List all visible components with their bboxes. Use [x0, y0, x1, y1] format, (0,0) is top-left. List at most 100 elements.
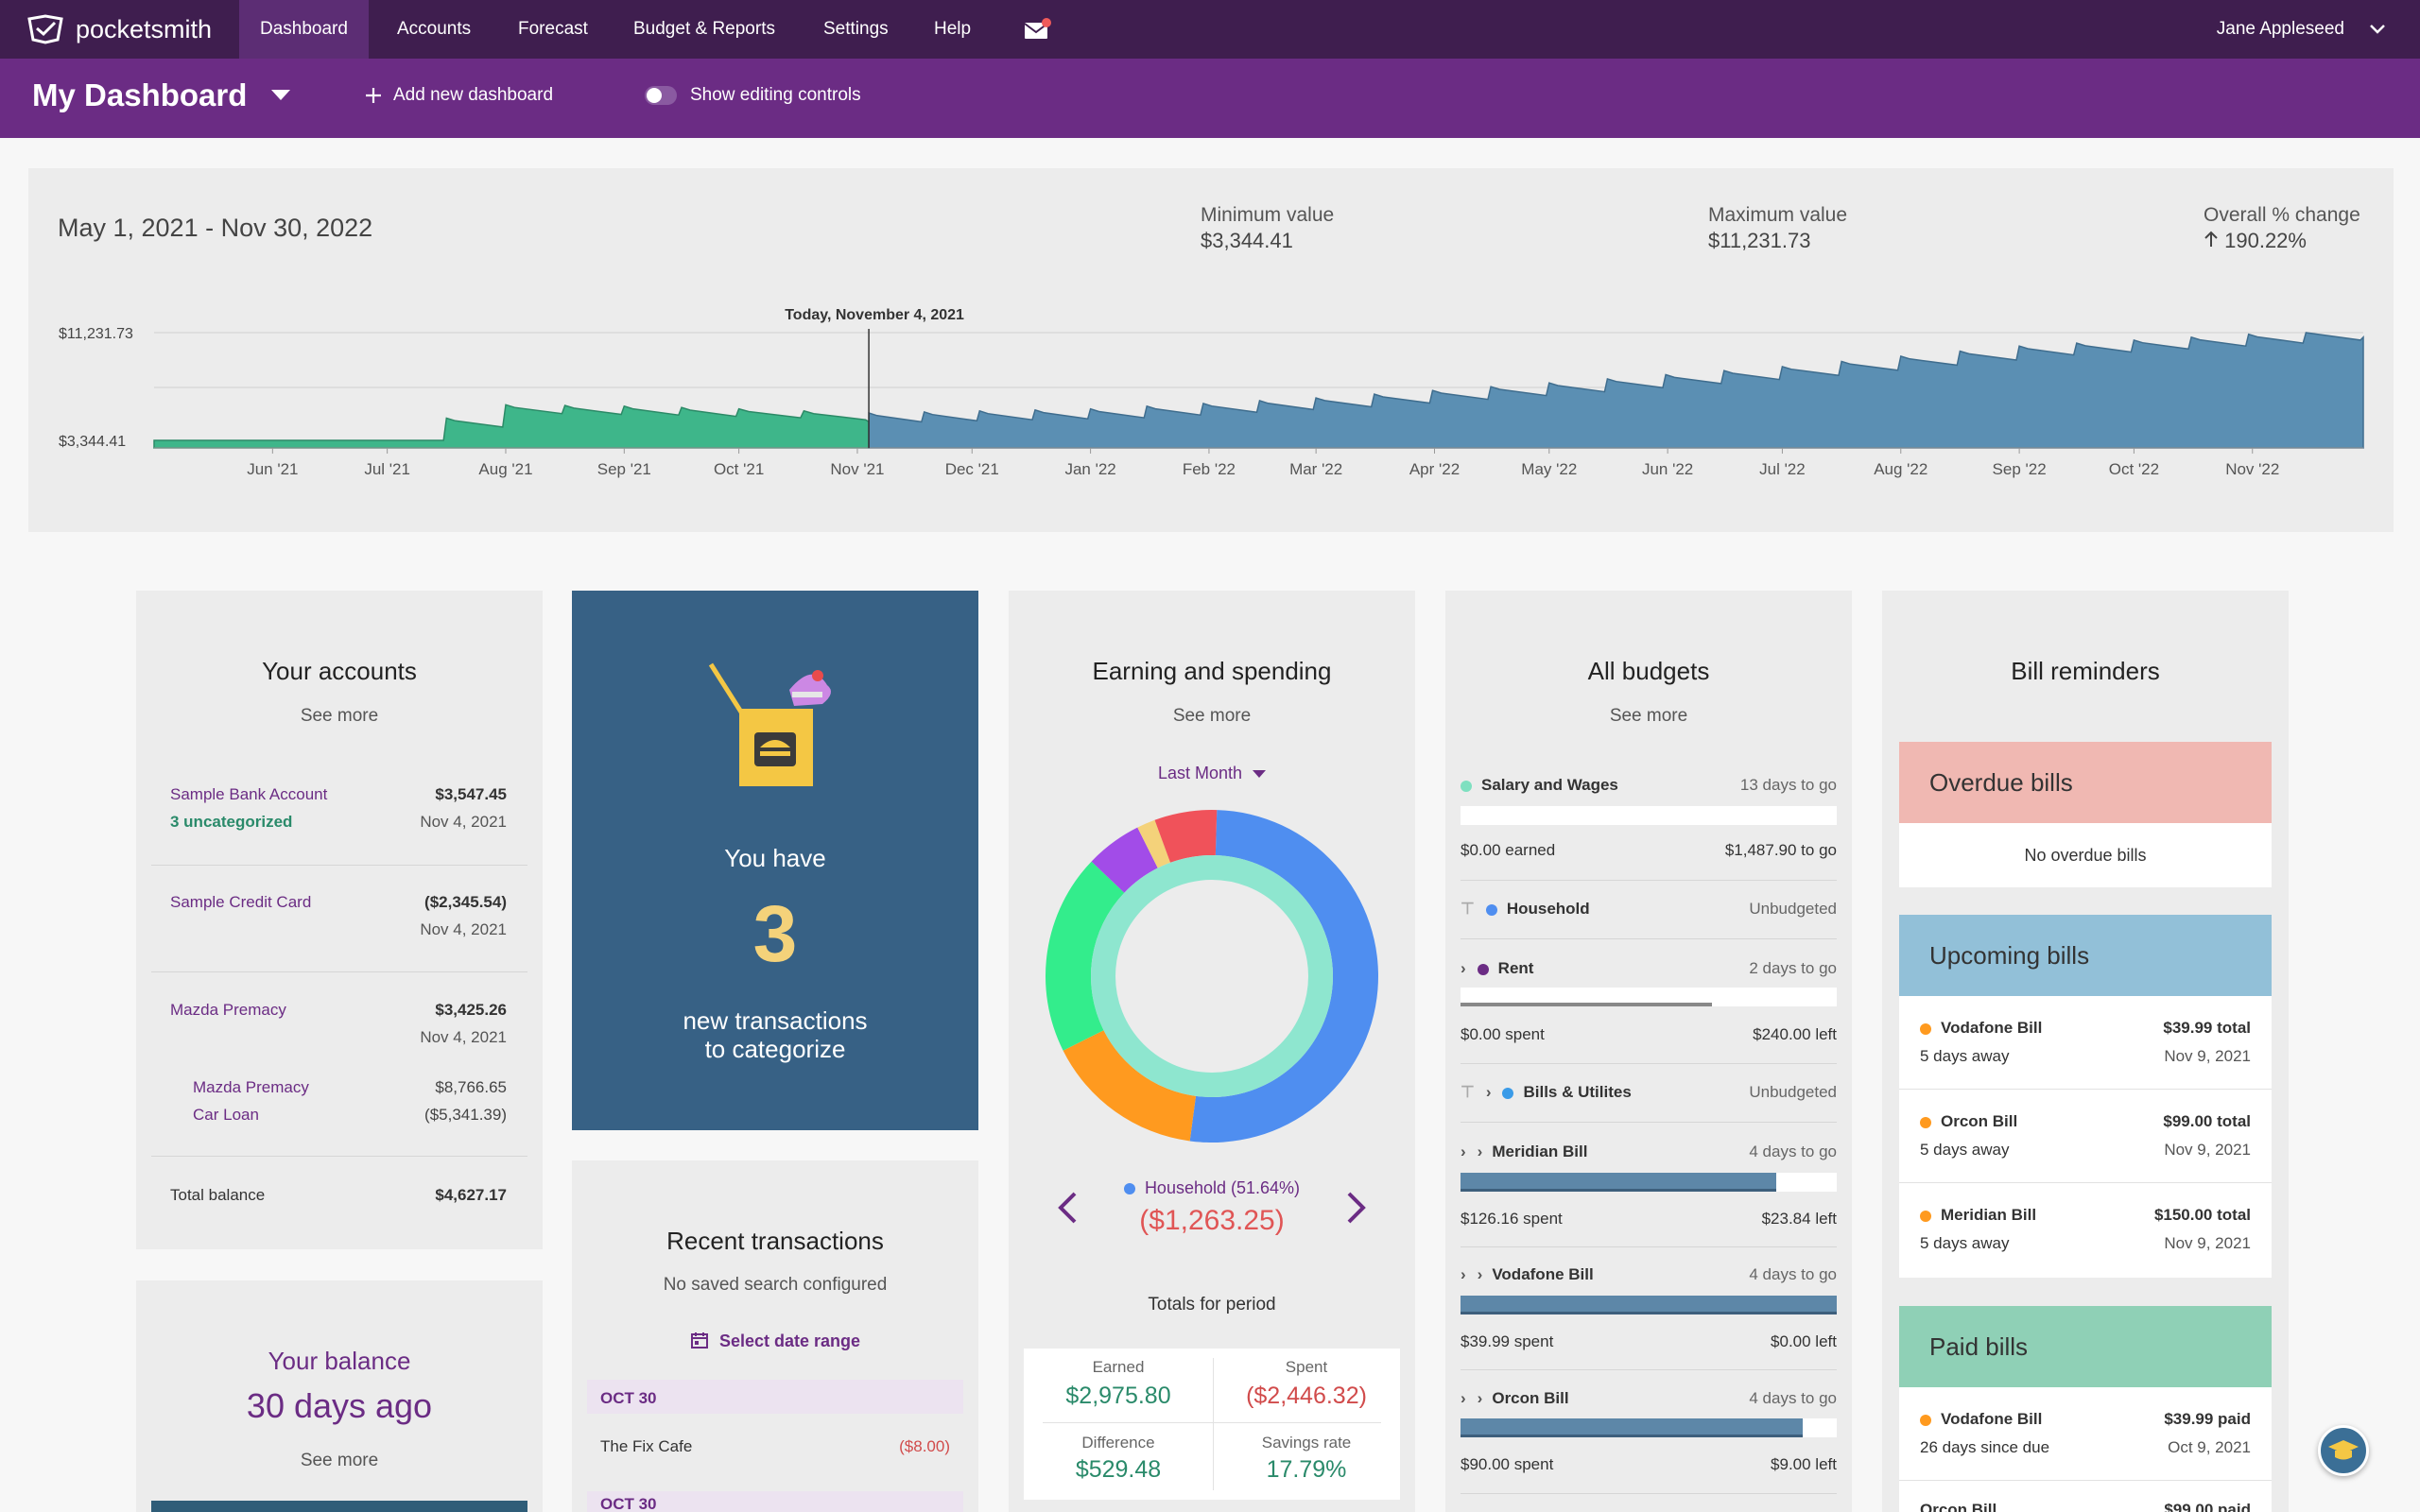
date-range[interactable]: May 1, 2021 - Nov 30, 2022 [58, 214, 373, 242]
chevron-right-icon[interactable]: › [1461, 1389, 1466, 1407]
dashboard-selector[interactable]: My Dashboard [32, 77, 291, 113]
budget-name: Household [1506, 900, 1590, 918]
chevron-right-icon[interactable]: › [1485, 1083, 1492, 1101]
budget-due: 4 days to go [1749, 1389, 1837, 1407]
budget-item-vodafone[interactable]: › › Vodafone Bill [1461, 1265, 1594, 1284]
earning-see-more[interactable]: See more [1172, 706, 1252, 726]
budget-item-bills[interactable]: ⊤ › Bills & Utilites [1461, 1083, 1632, 1102]
uncategorized-line2: new transactions [683, 1006, 868, 1035]
donut-slice[interactable] [1154, 810, 1218, 863]
nav-forecast[interactable]: Forecast [518, 19, 588, 39]
budgets-card: All budgets See more Salary and Wages 13… [1445, 591, 1852, 1512]
chevron-right-icon[interactable]: › [1461, 1143, 1466, 1160]
chevron-right-icon[interactable]: › [1477, 1389, 1483, 1407]
budget-item-salary[interactable]: Salary and Wages [1461, 776, 1618, 795]
budget-item-rent[interactable]: › Rent [1461, 959, 1533, 978]
loan-name[interactable]: Mazda Premacy [193, 1078, 309, 1096]
transaction-name[interactable]: The Fix Cafe [600, 1437, 693, 1455]
select-date-range-label: Select date range [718, 1332, 861, 1350]
legend-value: ($1,263.25) [1139, 1205, 1285, 1236]
category-donut-chart [1046, 810, 1378, 1143]
nav-dashboard[interactable]: Dashboard [239, 0, 369, 59]
min-value-stat: Minimum value $3,344.41 [1201, 204, 1334, 253]
earning-title: Earning and spending [1092, 657, 1332, 685]
bill-dot [1920, 1210, 1931, 1222]
uncategorized-link[interactable]: 3 uncategorized [170, 813, 293, 831]
donut-slice[interactable] [1046, 861, 1125, 1051]
help-button[interactable] [2318, 1425, 2369, 1476]
chevron-right-icon[interactable]: › [1461, 959, 1466, 977]
transaction-amount: ($8.00) [899, 1437, 950, 1455]
budget-spent: $0.00 earned [1461, 841, 1556, 859]
editing-controls-toggle[interactable]: Show editing controls [645, 85, 861, 106]
bill-item[interactable]: Orcon Bill [1920, 1501, 1996, 1512]
user-name: Jane Appleseed [2216, 19, 2344, 39]
period-selector[interactable]: Last Month [1009, 764, 1415, 783]
recent-subtitle: No saved search configured [663, 1275, 888, 1295]
divider [1461, 1246, 1837, 1247]
bill-name: Orcon Bill [1920, 1501, 1997, 1512]
budget-progress-bar [1461, 988, 1837, 1006]
chevron-left-icon[interactable] [1056, 1191, 1079, 1225]
toggle-switch[interactable] [645, 86, 677, 105]
bill-name: Vodafone Bill [1941, 1410, 2043, 1428]
loan-name-2[interactable]: Car Loan [193, 1106, 259, 1124]
donut-slice[interactable] [1189, 810, 1378, 1143]
bill-item[interactable]: Orcon Bill [1920, 1112, 2017, 1131]
add-dashboard-button[interactable]: Add new dashboard [365, 85, 553, 106]
account-name[interactable]: Sample Credit Card [170, 893, 312, 911]
budget-item-orcon[interactable]: › › Orcon Bill [1461, 1389, 1569, 1408]
max-label: Maximum value [1708, 204, 1848, 226]
savings-rate-label: Savings rate [1261, 1434, 1352, 1452]
messages-button[interactable] [1002, 0, 1072, 59]
chevron-right-icon[interactable]: › [1477, 1143, 1483, 1160]
budget-progress-fill [1461, 1418, 1804, 1437]
collapse-icon[interactable]: ⊤ [1461, 900, 1475, 918]
nav-help[interactable]: Help [934, 19, 972, 39]
nav-accounts[interactable]: Accounts [397, 19, 472, 39]
bill-amount: $99.00 paid [2164, 1501, 2251, 1512]
budget-item-meridian[interactable]: › › Meridian Bill [1461, 1143, 1587, 1161]
bill-item[interactable]: Meridian Bill [1920, 1206, 2036, 1225]
divider [1899, 1182, 2272, 1183]
chevron-right-icon[interactable] [1345, 1191, 1368, 1225]
x-tick-label: Sep '21 [597, 460, 651, 478]
collapse-icon[interactable]: ⊤ [1461, 1083, 1475, 1101]
bill-date: Nov 9, 2021 [2164, 1141, 2251, 1159]
account-name[interactable]: Mazda Premacy [170, 1001, 286, 1019]
logo[interactable]: pocketsmith [26, 11, 212, 47]
chevron-right-icon[interactable]: › [1461, 1265, 1466, 1283]
select-date-range[interactable]: Select date range [572, 1331, 978, 1351]
divider [151, 1156, 527, 1157]
x-tick-label: Feb '22 [1183, 460, 1236, 478]
donut-slice[interactable] [1137, 819, 1171, 868]
budget-progress-bar [1461, 1296, 1837, 1314]
balance-title: Your balance [268, 1347, 411, 1375]
divider [1461, 1493, 1837, 1494]
nav-settings[interactable]: Settings [823, 19, 889, 39]
accounts-see-more[interactable]: See more [300, 706, 379, 726]
chevron-right-icon[interactable]: › [1477, 1265, 1483, 1283]
x-tick-label: Aug '22 [1874, 460, 1927, 478]
account-name[interactable]: Sample Bank Account [170, 785, 328, 803]
bill-name: Vodafone Bill [1941, 1019, 2043, 1037]
bill-item[interactable]: Vodafone Bill [1920, 1410, 2042, 1429]
donut-slice[interactable] [1091, 827, 1158, 893]
donut-slice[interactable] [1063, 1030, 1197, 1142]
bill-item[interactable]: Vodafone Bill [1920, 1019, 2042, 1038]
uncategorized-card[interactable]: You have 3 new transactions to categoriz… [572, 591, 978, 1130]
budget-progress-fill [1461, 1296, 1837, 1314]
uncategorized-count: 3 [752, 889, 798, 978]
balance-see-more[interactable]: See more [300, 1451, 379, 1470]
budgets-see-more[interactable]: See more [1609, 706, 1688, 726]
bill-when: 5 days away [1920, 1234, 2010, 1252]
bill-dot [1920, 1022, 1931, 1035]
budget-item-household[interactable]: ⊤ Household [1461, 900, 1590, 919]
x-tick-label: Oct '21 [714, 460, 764, 478]
series-area [153, 404, 870, 449]
nav-budget-reports[interactable]: Budget & Reports [633, 19, 775, 39]
divider [1461, 1063, 1837, 1064]
user-menu[interactable]: Jane Appleseed [2217, 0, 2386, 59]
bill-when: 26 days since due [1920, 1438, 2050, 1456]
bill-name: Orcon Bill [1941, 1112, 2018, 1130]
